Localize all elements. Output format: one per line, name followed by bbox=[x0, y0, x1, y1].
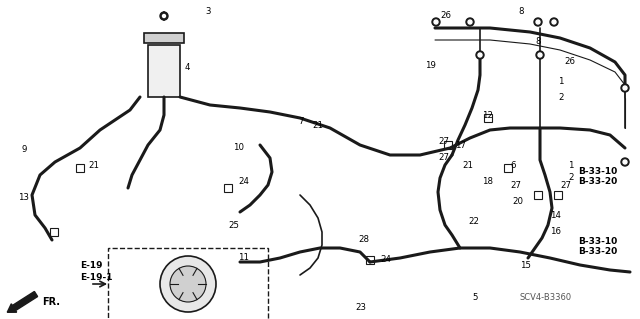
Bar bbox=[226, 256, 234, 264]
Circle shape bbox=[623, 86, 627, 90]
Text: 16: 16 bbox=[550, 227, 561, 236]
Text: 10: 10 bbox=[233, 144, 244, 152]
Text: 13: 13 bbox=[18, 194, 29, 203]
Bar bbox=[504, 164, 512, 172]
Text: 20: 20 bbox=[512, 197, 523, 206]
Bar bbox=[534, 191, 542, 199]
Text: B-33-20: B-33-20 bbox=[578, 248, 617, 256]
Text: 14: 14 bbox=[550, 211, 561, 219]
Text: 8: 8 bbox=[535, 38, 541, 47]
Text: 21: 21 bbox=[312, 121, 323, 130]
Text: 19: 19 bbox=[425, 61, 436, 70]
Text: B-33-10: B-33-10 bbox=[578, 167, 617, 176]
Circle shape bbox=[623, 160, 627, 164]
Text: 7: 7 bbox=[298, 117, 303, 127]
Text: 6: 6 bbox=[510, 160, 515, 169]
Text: 15: 15 bbox=[520, 261, 531, 270]
Text: 25: 25 bbox=[228, 220, 239, 229]
Circle shape bbox=[432, 18, 440, 26]
Text: B-33-10: B-33-10 bbox=[578, 238, 617, 247]
Bar bbox=[366, 256, 374, 264]
Text: SCV4-B3360: SCV4-B3360 bbox=[520, 293, 572, 302]
Text: E-19-1: E-19-1 bbox=[80, 272, 113, 281]
Text: 27: 27 bbox=[510, 181, 521, 189]
Circle shape bbox=[621, 158, 629, 166]
Circle shape bbox=[170, 266, 206, 302]
Circle shape bbox=[536, 51, 544, 59]
Text: 8: 8 bbox=[518, 8, 524, 17]
Bar bbox=[50, 228, 58, 236]
Text: 24: 24 bbox=[238, 177, 249, 187]
Text: 11: 11 bbox=[238, 254, 249, 263]
Circle shape bbox=[538, 53, 542, 57]
Text: 3: 3 bbox=[205, 8, 211, 17]
Text: 26: 26 bbox=[564, 57, 575, 66]
Text: 27: 27 bbox=[438, 153, 449, 162]
Bar bbox=[554, 191, 562, 199]
Text: 17: 17 bbox=[455, 140, 466, 150]
Bar bbox=[444, 141, 452, 149]
Circle shape bbox=[466, 18, 474, 26]
Text: 4: 4 bbox=[185, 63, 191, 72]
Circle shape bbox=[476, 51, 484, 59]
Circle shape bbox=[160, 12, 168, 20]
Circle shape bbox=[468, 20, 472, 24]
Text: 5: 5 bbox=[472, 293, 477, 302]
Text: 27: 27 bbox=[438, 137, 449, 146]
Text: 22: 22 bbox=[468, 218, 479, 226]
Bar bbox=[108, 248, 268, 319]
Bar bbox=[144, 33, 184, 43]
Text: 1: 1 bbox=[568, 160, 573, 169]
Text: 2: 2 bbox=[558, 93, 563, 102]
Text: 21: 21 bbox=[462, 160, 473, 169]
Circle shape bbox=[552, 20, 556, 24]
Bar bbox=[224, 184, 232, 192]
Text: FR.: FR. bbox=[42, 297, 60, 307]
Circle shape bbox=[160, 256, 216, 312]
Bar bbox=[484, 114, 492, 122]
Text: 26: 26 bbox=[440, 11, 451, 19]
Text: 12: 12 bbox=[482, 110, 493, 120]
Bar bbox=[148, 45, 180, 97]
Text: 28: 28 bbox=[358, 235, 369, 244]
Circle shape bbox=[550, 18, 558, 26]
Circle shape bbox=[621, 84, 629, 92]
Text: E-19: E-19 bbox=[80, 261, 102, 270]
Text: 2: 2 bbox=[568, 174, 573, 182]
Text: 23: 23 bbox=[355, 303, 366, 313]
Circle shape bbox=[534, 18, 542, 26]
Text: 24: 24 bbox=[380, 256, 391, 264]
Text: 18: 18 bbox=[482, 177, 493, 187]
Text: B-33-20: B-33-20 bbox=[578, 177, 617, 187]
Text: 1: 1 bbox=[558, 78, 563, 86]
Circle shape bbox=[478, 53, 482, 57]
Text: 9: 9 bbox=[22, 145, 28, 154]
Circle shape bbox=[163, 14, 166, 18]
FancyArrow shape bbox=[7, 292, 38, 312]
Circle shape bbox=[434, 20, 438, 24]
Circle shape bbox=[536, 20, 540, 24]
Text: 21: 21 bbox=[88, 160, 99, 169]
Bar bbox=[76, 164, 84, 172]
Text: 27: 27 bbox=[560, 181, 571, 189]
